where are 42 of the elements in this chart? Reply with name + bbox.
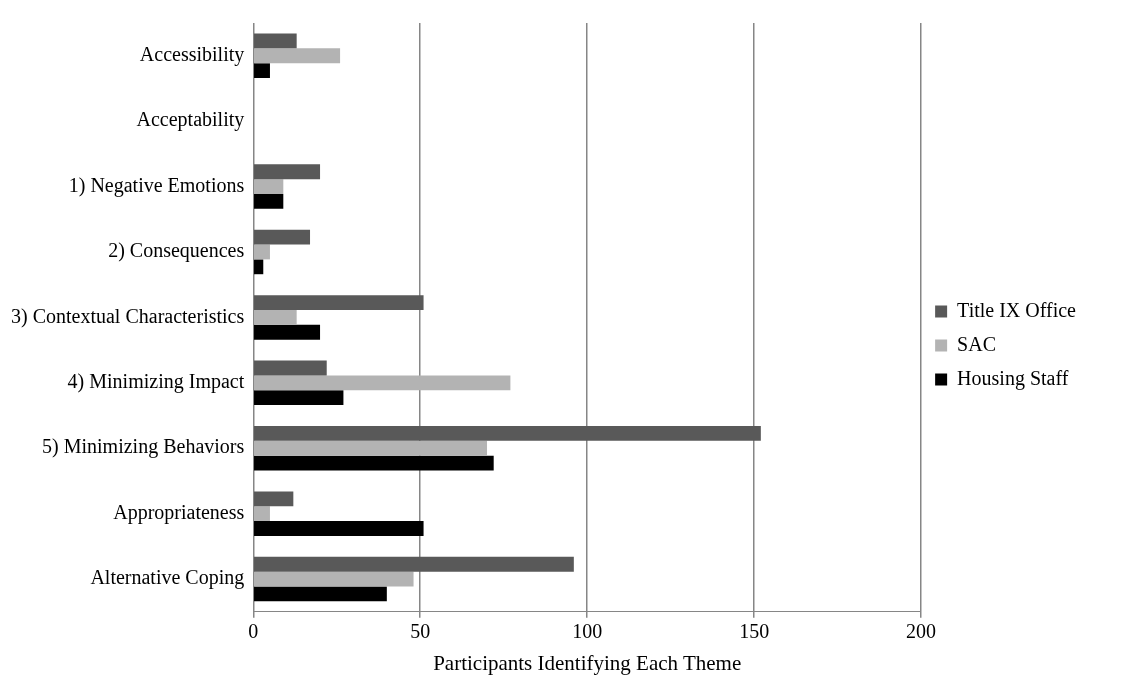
bar bbox=[254, 229, 311, 245]
bar bbox=[254, 33, 297, 49]
bar bbox=[254, 586, 387, 602]
y-tick-label: 3) Contextual Characteristics bbox=[11, 304, 245, 328]
legend-label: Title IX Office bbox=[957, 298, 1077, 321]
y-tick-label: 4) Minimizing Impact bbox=[67, 370, 245, 394]
bar bbox=[254, 426, 761, 441]
bar bbox=[254, 244, 270, 260]
y-tick-label: 5) Minimizing Behaviors bbox=[42, 435, 245, 459]
y-tick-label: 2) Consequences bbox=[108, 239, 245, 263]
y-tick-label: Appropriateness bbox=[113, 500, 245, 524]
legend-label: SAC bbox=[957, 332, 997, 355]
x-tick-label: 50 bbox=[410, 620, 431, 643]
bar bbox=[254, 506, 270, 522]
bar bbox=[254, 455, 494, 471]
y-tick-label: Acceptability bbox=[136, 108, 245, 132]
bar bbox=[254, 179, 284, 194]
x-tick-label: 150 bbox=[739, 620, 770, 643]
bar bbox=[254, 440, 488, 456]
x-tick-label: 200 bbox=[906, 620, 937, 643]
y-tick-label: Accessibility bbox=[139, 42, 245, 66]
bar bbox=[254, 295, 424, 310]
bar bbox=[254, 375, 511, 391]
y-tick-label: Alternative Coping bbox=[90, 566, 245, 590]
bar bbox=[254, 390, 344, 406]
bar bbox=[254, 571, 414, 587]
bar bbox=[254, 63, 270, 78]
bar bbox=[254, 491, 294, 507]
bar bbox=[254, 259, 264, 275]
bar bbox=[254, 360, 327, 376]
bar bbox=[254, 48, 341, 64]
bar bbox=[254, 324, 321, 340]
legend-label: Housing Staff bbox=[957, 366, 1069, 390]
bar bbox=[254, 193, 284, 209]
bar bbox=[254, 556, 574, 572]
x-axis-title: Participants Identifying Each Theme bbox=[433, 650, 742, 675]
bar bbox=[254, 309, 297, 325]
bar bbox=[254, 521, 424, 536]
y-tick-label: 1) Negative Emotions bbox=[68, 173, 245, 197]
bar bbox=[254, 164, 321, 180]
x-tick-label: 0 bbox=[248, 620, 259, 643]
x-tick-label: 100 bbox=[572, 620, 603, 643]
